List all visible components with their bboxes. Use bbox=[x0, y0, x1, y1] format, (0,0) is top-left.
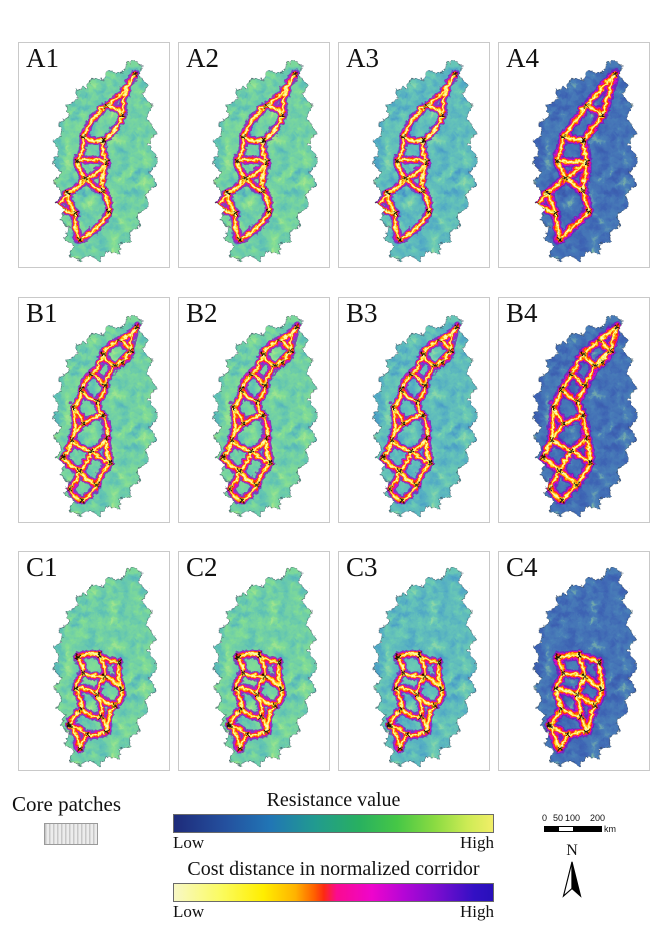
panel-a3: A3 bbox=[338, 42, 490, 268]
panel-label: C2 bbox=[186, 552, 218, 582]
map-a1 bbox=[50, 58, 158, 261]
panel-c2: C2 bbox=[178, 551, 330, 771]
scale-bar-rule bbox=[544, 826, 602, 832]
map-b2 bbox=[210, 313, 318, 516]
scale-tick-100: 100 bbox=[565, 813, 581, 823]
resistance-low-label: Low bbox=[173, 833, 205, 852]
panel-label: A4 bbox=[506, 43, 539, 73]
map-a2 bbox=[210, 58, 318, 261]
panel-b4: B4 bbox=[498, 297, 650, 523]
map-c3 bbox=[370, 565, 477, 766]
cost-distance-title: Cost distance in normalized corridor bbox=[187, 858, 480, 880]
map-a3 bbox=[370, 58, 478, 261]
panel-label: C1 bbox=[26, 552, 58, 582]
map-c4 bbox=[530, 565, 637, 766]
panel-label: B3 bbox=[346, 298, 378, 328]
panel-label: B2 bbox=[186, 298, 218, 328]
scale-tick-200: 200 bbox=[590, 813, 606, 823]
panel-label: C4 bbox=[506, 552, 538, 582]
legend-resistance: Resistance value Low High bbox=[173, 789, 494, 853]
resistance-colorbar bbox=[173, 814, 494, 833]
north-arrow-icon bbox=[562, 861, 582, 898]
resistance-high-label: High bbox=[460, 833, 494, 852]
panel-b2: B2 bbox=[178, 297, 330, 523]
map-c1 bbox=[50, 565, 157, 766]
north-label: N bbox=[566, 842, 578, 859]
scale-unit-label: km bbox=[604, 824, 616, 834]
scale-tick-0: 0 bbox=[542, 813, 548, 823]
map-c2 bbox=[210, 565, 317, 766]
panel-c3: C3 bbox=[338, 551, 490, 771]
legend-core-patches: Core patches bbox=[12, 792, 152, 845]
cost-low-label: Low bbox=[173, 902, 205, 921]
panel-c1: C1 bbox=[18, 551, 170, 771]
panel-label: A3 bbox=[346, 43, 379, 73]
panel-b3: B3 bbox=[338, 297, 490, 523]
panel-c4: C4 bbox=[498, 551, 650, 771]
resistance-title: Resistance value bbox=[266, 789, 401, 811]
panel-label: B4 bbox=[506, 298, 538, 328]
map-b3 bbox=[370, 313, 478, 516]
map-b4 bbox=[530, 313, 638, 516]
cost-high-label: High bbox=[460, 902, 494, 921]
scale-bar-labels: 0 50 100 200 bbox=[540, 813, 630, 824]
map-a4 bbox=[530, 58, 638, 261]
panel-label: A1 bbox=[26, 43, 59, 73]
panel-label: B1 bbox=[26, 298, 58, 328]
legend-cost-distance: Cost distance in normalized corridor Low… bbox=[173, 858, 494, 922]
panel-b1: B1 bbox=[18, 297, 170, 523]
panel-a4: A4 bbox=[498, 42, 650, 268]
map-b1 bbox=[50, 313, 158, 516]
north-arrow: N bbox=[556, 843, 588, 898]
scale-bar: 0 50 100 200 km bbox=[540, 813, 630, 834]
panel-label: A2 bbox=[186, 43, 219, 73]
panel-label: C3 bbox=[346, 552, 378, 582]
scale-tick-50: 50 bbox=[553, 813, 564, 823]
core-patches-label: Core patches bbox=[12, 792, 122, 816]
cost-distance-colorbar bbox=[173, 883, 494, 902]
panel-a2: A2 bbox=[178, 42, 330, 268]
panel-a1: A1 bbox=[18, 42, 170, 268]
core-patches-swatch-icon bbox=[44, 823, 98, 845]
